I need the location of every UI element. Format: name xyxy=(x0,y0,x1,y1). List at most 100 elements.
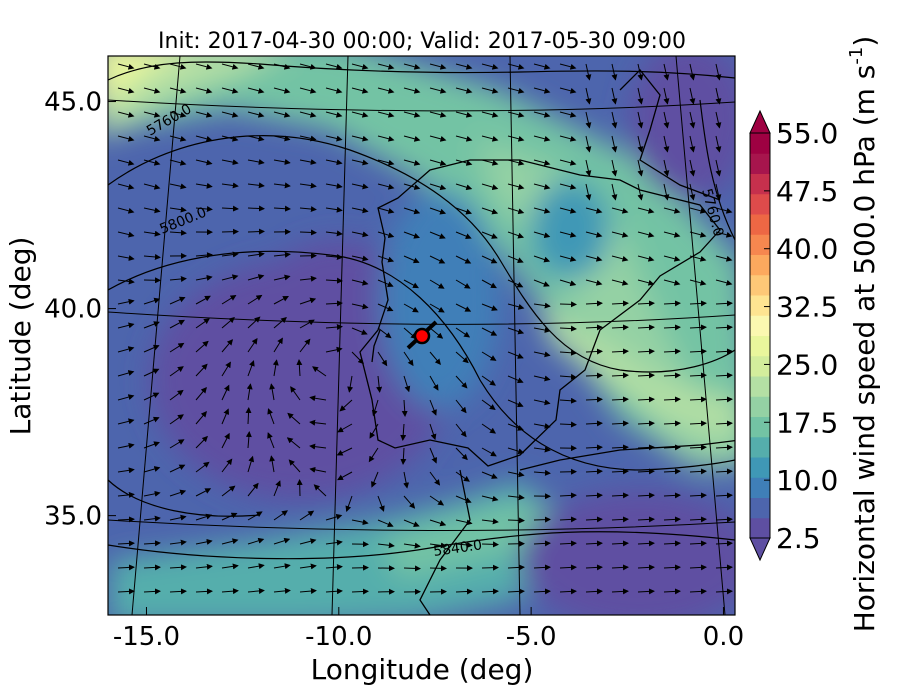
wind-arrow xyxy=(663,588,681,595)
wind-arrow xyxy=(195,135,213,142)
wind-arrow xyxy=(455,87,473,94)
wind-arrow xyxy=(637,87,644,105)
wind-arrow xyxy=(403,565,421,572)
wind-arrow xyxy=(429,519,447,527)
colorbar-extend-low xyxy=(749,537,771,562)
wind-arrow xyxy=(325,254,343,261)
wind-arrow xyxy=(533,351,551,358)
wind-arrow xyxy=(117,63,135,70)
wind-arrow xyxy=(325,277,343,284)
wind-arrow xyxy=(455,375,468,389)
wind-arrow xyxy=(403,351,414,367)
wind-arrow xyxy=(325,230,343,237)
wind-arrow xyxy=(481,255,498,264)
wind-arrow xyxy=(247,205,265,212)
wind-arrow xyxy=(299,159,317,165)
wind-arrow xyxy=(143,588,161,595)
wind-arrow xyxy=(401,399,408,417)
y-tick-label: 35.0 xyxy=(44,502,102,532)
wind-arrow xyxy=(351,87,369,94)
wind-arrow xyxy=(637,372,655,379)
wind-arrow xyxy=(143,540,161,547)
wind-arrow xyxy=(715,324,733,331)
wind-arrow xyxy=(429,399,437,416)
wind-arrow xyxy=(377,207,395,214)
y-axis: 35.0 40.0 45.0 xyxy=(44,88,116,532)
wind-arrow xyxy=(351,207,369,214)
wind-arrow xyxy=(273,251,291,258)
wind-arrow xyxy=(403,111,421,118)
wind-arrow xyxy=(533,588,551,595)
wind-arrow xyxy=(403,207,421,215)
wind-arrow xyxy=(429,327,444,339)
wind-arrow xyxy=(403,542,421,549)
x-tick-label: -10.0 xyxy=(305,622,372,652)
wind-arrow xyxy=(611,492,629,499)
wind-arrow xyxy=(403,231,420,239)
wind-arrow xyxy=(507,327,525,335)
wind-arrow xyxy=(611,135,618,153)
wind-arrow xyxy=(689,324,707,331)
wind-arrow xyxy=(143,135,161,142)
wind-arrow xyxy=(403,471,410,489)
wind-arrow xyxy=(585,279,603,286)
wind-arrow xyxy=(273,337,283,353)
wind-arrow xyxy=(585,372,603,379)
wind-arrow xyxy=(247,182,265,189)
wind-arrow xyxy=(247,294,263,305)
wind-arrow xyxy=(689,135,696,153)
wind-arrow xyxy=(611,564,629,571)
wind-arrow xyxy=(637,300,655,307)
wind-arrow xyxy=(481,423,497,434)
wind-arrow xyxy=(246,383,253,401)
wind-arrow xyxy=(455,135,473,142)
wind-arrow xyxy=(347,375,354,393)
chart-title: Init: 2017-04-30 00:00; Valid: 2017-05-3… xyxy=(158,29,686,54)
wind-arrow xyxy=(288,459,301,473)
wind-arrow xyxy=(195,182,213,189)
wind-arrow xyxy=(559,325,577,332)
wind-arrow xyxy=(221,563,239,570)
wind-arrow xyxy=(715,183,722,201)
wind-arrow xyxy=(400,447,407,465)
colorbar-bin xyxy=(750,295,770,316)
wind-arrow xyxy=(663,396,681,403)
wind-arrow xyxy=(247,537,265,545)
wind-arrow xyxy=(403,255,420,264)
wind-arrow xyxy=(299,182,317,189)
wind-arrow xyxy=(325,87,343,94)
wind-arrow xyxy=(455,471,470,482)
wind-arrow xyxy=(143,515,161,522)
wind-arrow xyxy=(273,274,291,281)
wind-arrow xyxy=(637,468,655,475)
wind-arrow xyxy=(117,491,135,498)
wind-arrow xyxy=(195,538,213,545)
wind-arrow xyxy=(299,297,317,305)
wind-arrow xyxy=(309,466,327,473)
wind-arrow xyxy=(267,432,275,449)
wind-arrow xyxy=(559,373,577,380)
wind-arrow xyxy=(273,111,291,118)
wind-arrow xyxy=(533,375,551,382)
wind-arrow xyxy=(663,135,670,153)
wind-arrow xyxy=(169,366,184,377)
wind-arrow xyxy=(559,207,577,214)
x-axis: -15.0 -10.0 -5.0 0.0 xyxy=(113,607,744,652)
wind-arrow xyxy=(221,251,239,258)
wind-arrow xyxy=(429,87,447,94)
wind-arrow xyxy=(611,324,629,331)
colorbar-tick-label: 32.5 xyxy=(776,291,838,324)
wind-arrow xyxy=(247,563,265,570)
wind-arrow xyxy=(195,206,213,212)
wind-arrow xyxy=(585,564,603,571)
wind-arrow xyxy=(637,183,644,201)
wind-arrow xyxy=(637,492,655,499)
wind-arrow xyxy=(481,447,497,457)
wind-arrow xyxy=(533,159,551,166)
wind-arrow xyxy=(689,279,707,286)
wind-arrow xyxy=(611,444,629,451)
wind-arrow xyxy=(507,255,524,263)
wind-arrow xyxy=(637,564,655,571)
wind-arrow xyxy=(169,87,187,94)
wind-arrow xyxy=(117,231,135,238)
